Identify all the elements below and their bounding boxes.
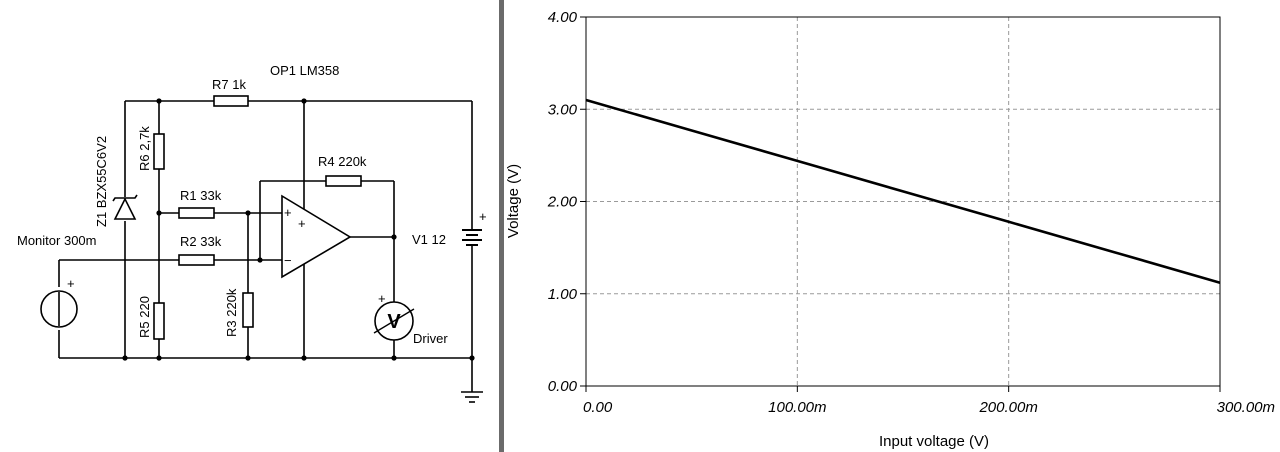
voltmeter-v-icon: V <box>387 311 401 333</box>
y-tick-label: 2.00 <box>547 194 578 211</box>
label-driver: Driver <box>413 331 448 346</box>
x-tick-label: 300.00m <box>1217 399 1275 416</box>
x-tick-label: 200.00m <box>978 399 1037 416</box>
junctions <box>122 98 475 361</box>
voltmeter-plus-sign: + <box>378 291 386 306</box>
opamp-plus-sign: + <box>284 205 292 220</box>
resistor-r3 <box>242 292 254 328</box>
label-r5: R5 220 <box>137 296 152 338</box>
y-tick-label: 4.00 <box>548 9 578 26</box>
label-z1: Z1 BZX55C6V2 <box>94 136 109 227</box>
circuit-schematic: + + − + + V + OP1 LM358 R7 1k R6 2,7k Z1… <box>17 63 487 403</box>
y-tick-label: 0.00 <box>548 378 578 395</box>
resistor-r6 <box>153 133 165 170</box>
x-axis-label: Input voltage (V) <box>879 433 989 450</box>
voltage-source-monitor <box>40 290 78 328</box>
label-r1: R1 33k <box>180 188 222 203</box>
series-line <box>585 98 1221 284</box>
plot-grid <box>586 17 1220 386</box>
label-r2: R2 33k <box>180 234 222 249</box>
battery-plus-sign: + <box>479 209 487 224</box>
label-r4: R4 220k <box>318 154 367 169</box>
x-tick-label: 0.00 <box>583 399 613 416</box>
resistor-r1 <box>178 207 215 219</box>
voltage-plot: 0.00 1.00 2.00 3.00 4.00 0.00 100.00m 200.00m 3… <box>505 9 1275 450</box>
resistor-r5 <box>153 302 165 340</box>
voltmeter-driver: V <box>373 301 415 341</box>
zener-diode-z1 <box>112 194 138 220</box>
x-tick-label: 100.00m <box>768 399 826 416</box>
label-monitor: Monitor 300m <box>17 233 96 248</box>
resistor-r4 <box>325 175 362 187</box>
wires <box>58 100 473 392</box>
label-v1: V1 12 <box>412 232 446 247</box>
x-axis-ticks: 0.00 100.00m 200.00m 300.00m <box>583 386 1275 416</box>
label-r7: R7 1k <box>212 77 246 92</box>
label-r6: R6 2,7k <box>137 126 152 171</box>
label-op1: OP1 LM358 <box>270 63 339 78</box>
opamp-op1: + + − <box>281 194 352 279</box>
resistor-r7 <box>213 95 249 107</box>
y-tick-label: 3.00 <box>548 101 578 118</box>
y-axis-label: Voltage (V) <box>505 164 522 238</box>
label-r3: R3 220k <box>224 288 239 337</box>
opamp-minus-sign: − <box>284 253 292 268</box>
battery-v1 <box>462 229 482 246</box>
opamp-supply-plus-sign: + <box>298 216 306 231</box>
resistor-r2 <box>178 254 215 266</box>
panel-divider <box>499 0 504 452</box>
source-plus-sign: + <box>67 276 75 291</box>
y-tick-label: 1.00 <box>548 286 578 303</box>
ground-symbol <box>461 391 483 403</box>
y-axis-ticks: 0.00 1.00 2.00 3.00 4.00 <box>547 9 586 395</box>
